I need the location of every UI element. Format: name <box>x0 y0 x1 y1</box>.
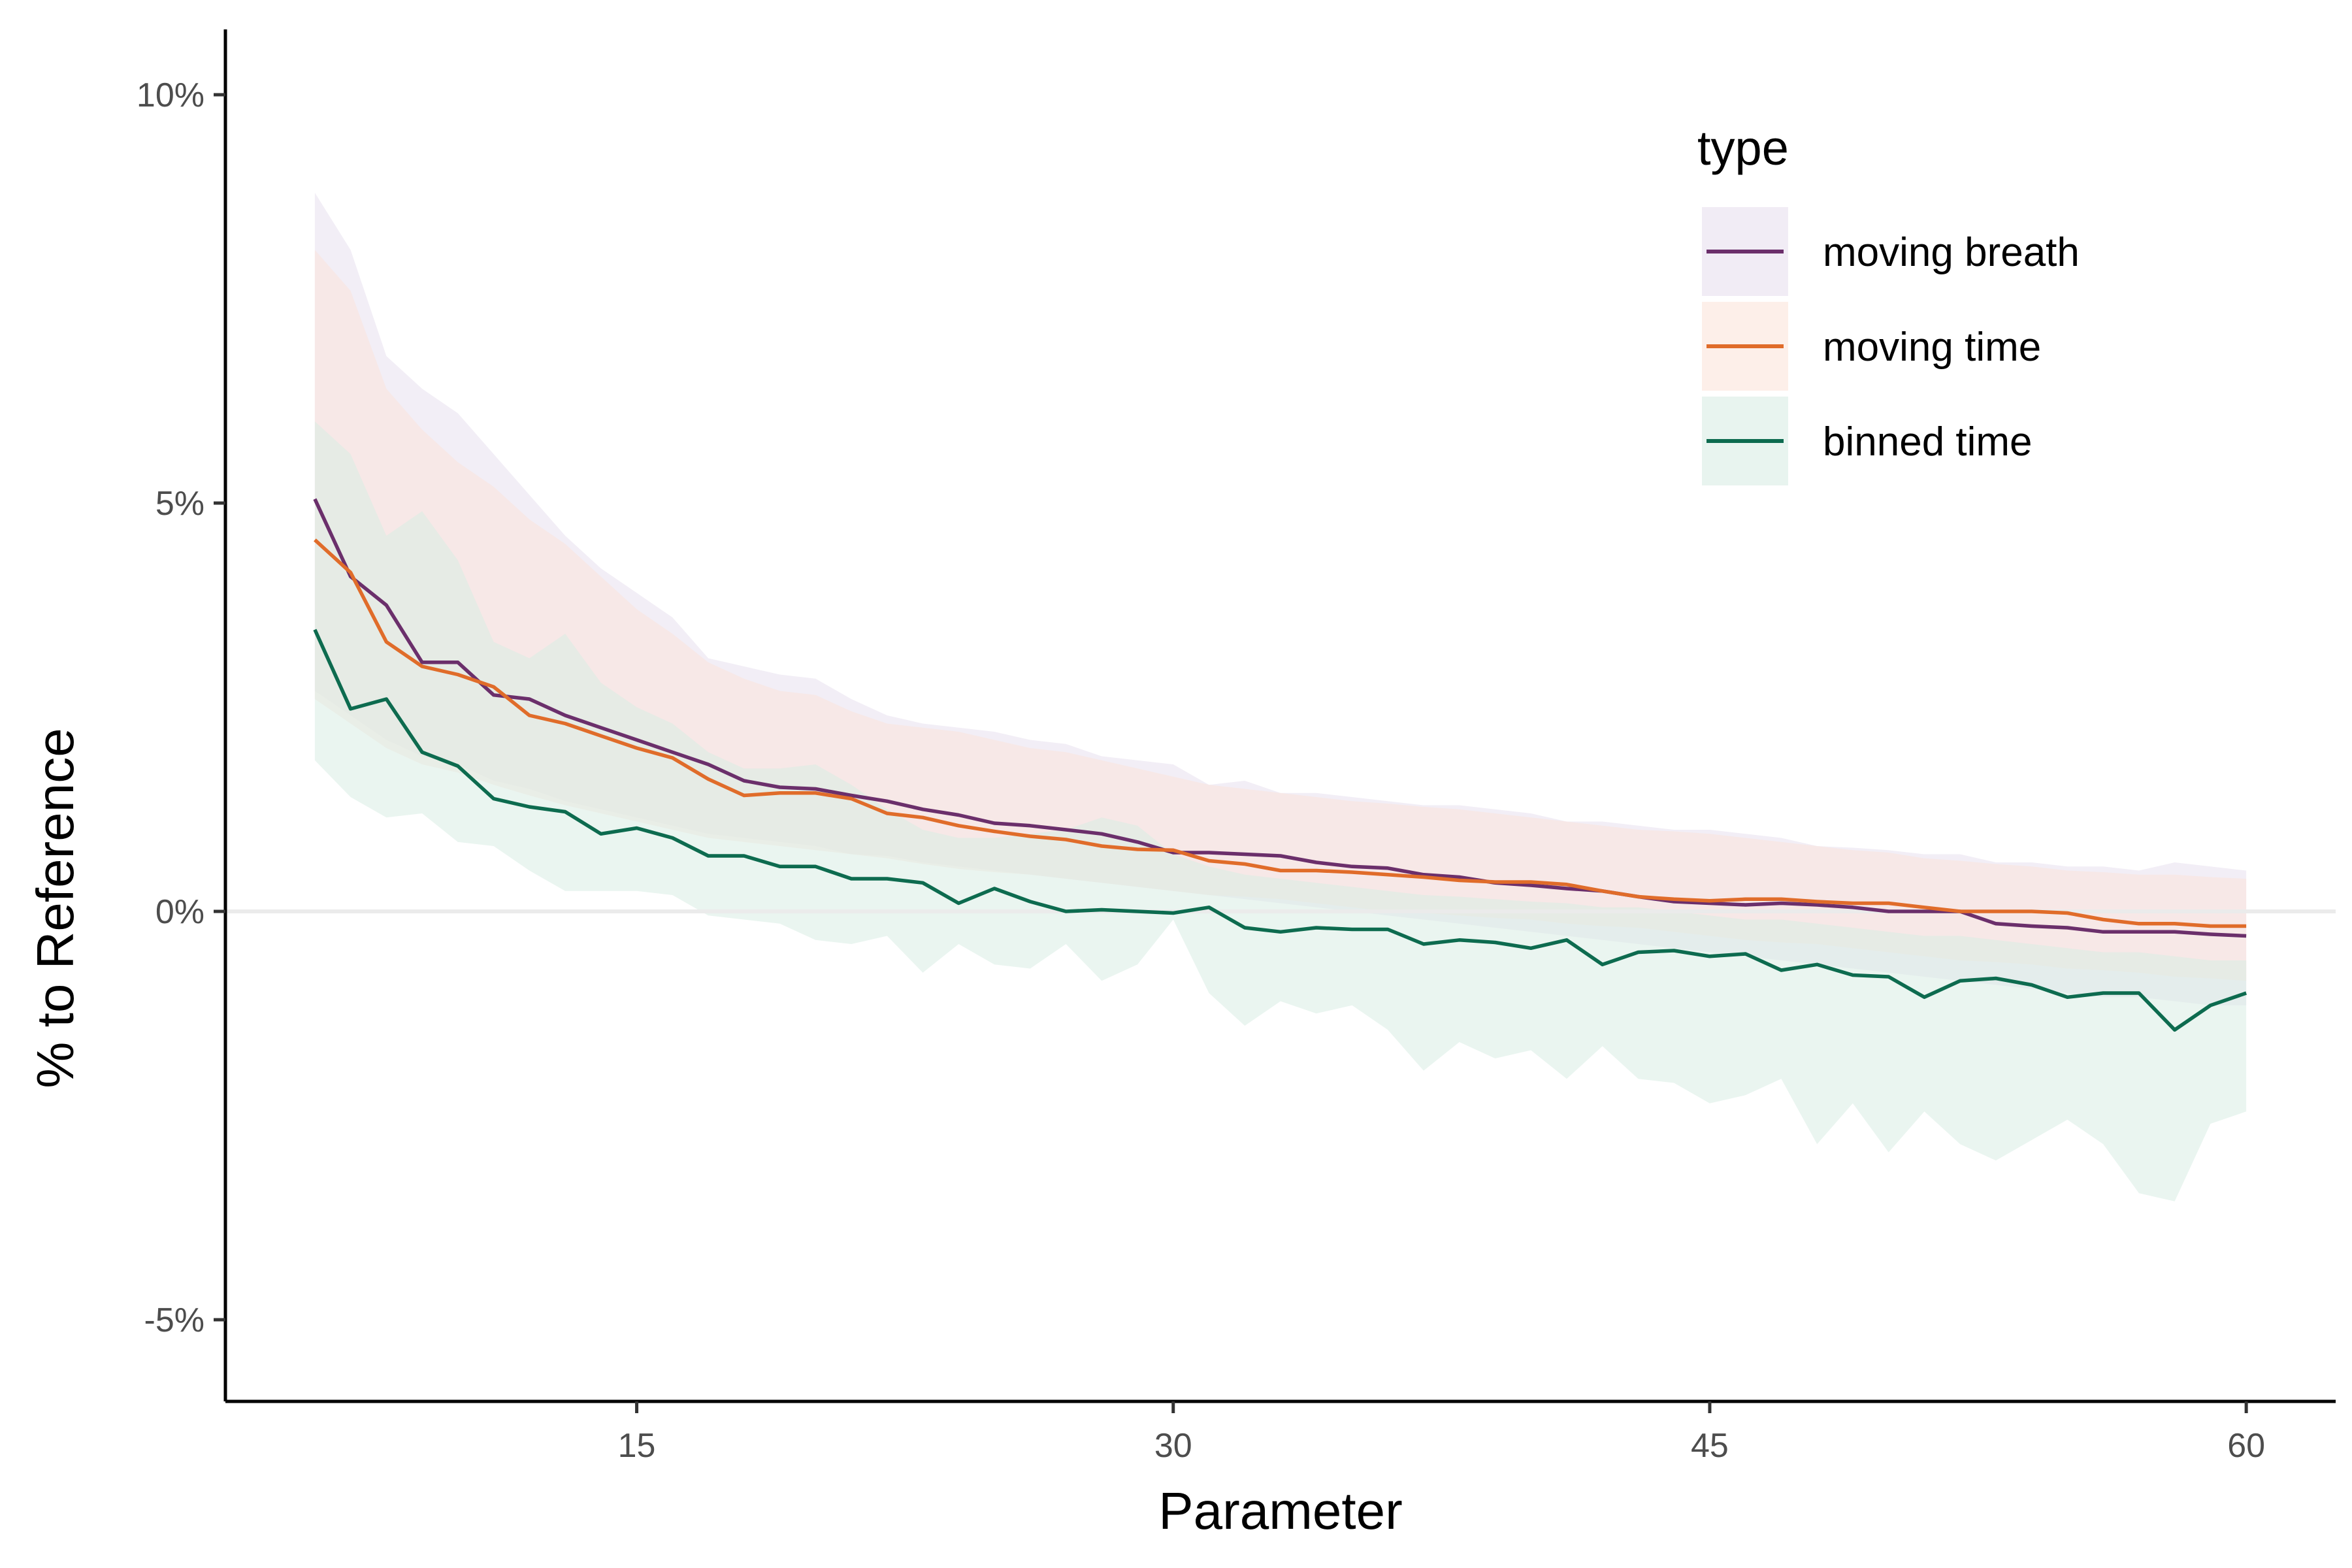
band-binned-time <box>314 421 2247 1201</box>
x-axis-ticks: 15 30 45 60 <box>618 1401 2265 1465</box>
legend-label: moving breath <box>1823 230 2080 275</box>
x-axis-title: Parameter <box>1158 1482 1402 1540</box>
x-tick-label: 15 <box>618 1427 656 1465</box>
series-line-moving-breath <box>313 498 2247 938</box>
legend-item: moving breath <box>1702 207 2080 296</box>
x-tick-label: 45 <box>1691 1427 1729 1465</box>
x-tick-label: 30 <box>1154 1427 1192 1465</box>
x-tick-label: 60 <box>2227 1427 2265 1465</box>
y-tick-label: -5% <box>144 1301 204 1339</box>
series-line-binned-time <box>313 629 2247 1032</box>
legend-label: moving time <box>1823 325 2041 370</box>
legend-title: type <box>1697 121 1789 175</box>
legend: type moving breath moving time binned time <box>1697 121 2080 485</box>
legend-label: binned time <box>1823 419 2033 465</box>
y-axis-ticks: -5% 0% 5% 10% <box>137 76 225 1339</box>
y-tick-label: 0% <box>155 893 204 931</box>
series-line-moving-time <box>314 538 2247 928</box>
legend-item: binned time <box>1702 397 2033 485</box>
y-axis-title: % to Reference <box>26 728 84 1088</box>
y-tick-label: 10% <box>137 76 204 114</box>
y-tick-label: 5% <box>155 485 204 523</box>
confidence-bands <box>314 193 2247 1201</box>
legend-item: moving time <box>1702 302 2041 391</box>
series-lines <box>313 498 2247 1032</box>
